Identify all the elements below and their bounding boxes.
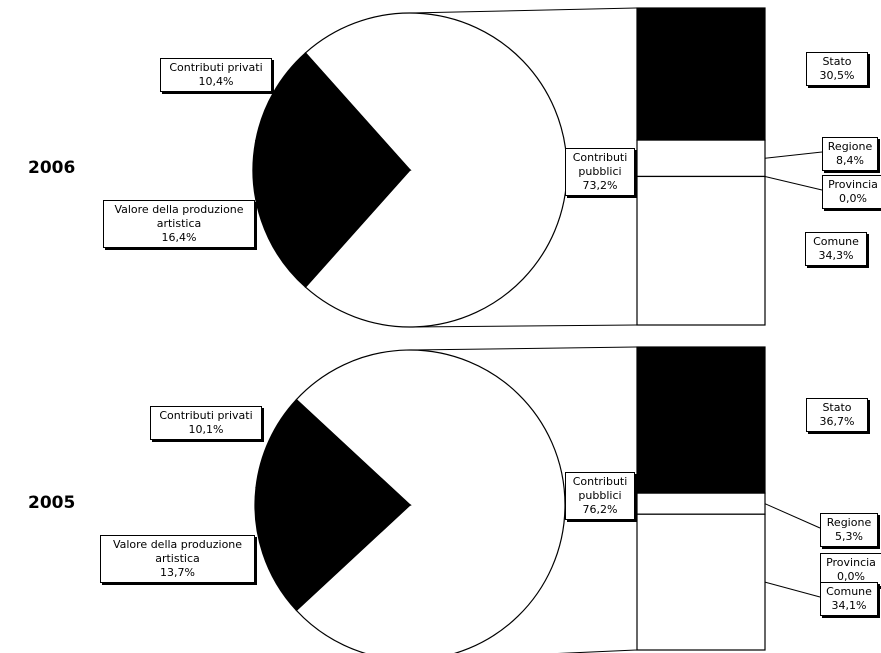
data-label: Comune 34,1% [820, 582, 878, 616]
bar-segment [636, 7, 766, 141]
pie-slice [255, 398, 412, 506]
label-value: 73,2% [582, 179, 618, 192]
label-value: 10,4% [198, 75, 234, 88]
label-value: 10,1% [188, 423, 224, 436]
bar-segment [636, 346, 766, 494]
label-value: 34,1% [831, 599, 867, 612]
data-label: Provincia 0,0% [820, 553, 881, 587]
label-value: 76,2% [582, 503, 618, 516]
label-value: 30,5% [819, 69, 855, 82]
connector [409, 346, 638, 351]
bar-segment [636, 139, 766, 178]
label-name: Provincia [826, 556, 876, 569]
data-label: Contributi pubblici 76,2% [565, 472, 635, 520]
label-value: 16,4% [161, 231, 197, 244]
label-value: 34,3% [818, 249, 854, 262]
data-label: Contributi privati 10,4% [160, 58, 272, 92]
label-name: Comune [813, 235, 859, 248]
data-label: Stato 30,5% [806, 52, 868, 86]
data-label: Contributi pubblici 73,2% [565, 148, 635, 196]
connector [557, 649, 638, 653]
label-value: 8,4% [836, 154, 864, 167]
leader-line [764, 175, 823, 191]
label-name: Contributi pubblici [572, 151, 628, 178]
label-name: Regione [826, 516, 872, 529]
data-label: Regione 8,4% [822, 137, 878, 171]
label-name: Valore della produzione artistica [112, 538, 243, 565]
label-value: 13,7% [160, 566, 195, 579]
bar-segment [636, 513, 766, 651]
leader-line [764, 151, 823, 159]
label-name: Stato [822, 55, 852, 68]
label-value: 0,0% [839, 192, 867, 205]
bar-segment [636, 492, 766, 515]
label-name: Regione [827, 140, 873, 153]
label-value: 0,0% [837, 570, 865, 583]
label-name: Stato [822, 401, 852, 414]
data-label: Valore della produzione artistica 13,7% [100, 535, 255, 583]
label-name: Provincia [828, 178, 878, 191]
bar-segment [636, 175, 766, 326]
pie-slice [252, 139, 412, 288]
data-label: Regione 5,3% [820, 513, 878, 547]
label-name: Valore della produzione artistica [114, 203, 244, 230]
label-value: 5,3% [835, 530, 863, 543]
year-label: 2006 [28, 158, 76, 178]
data-label: Contributi privati 10,1% [150, 406, 262, 440]
data-label: Provincia 0,0% [822, 175, 881, 209]
pie-slice [254, 486, 412, 612]
label-name: Comune [826, 585, 872, 598]
pie-slice [255, 52, 412, 171]
data-label: Comune 34,3% [805, 232, 867, 266]
label-name: Contributi pubblici [572, 475, 628, 502]
connector [409, 7, 638, 14]
year-label: 2005 [28, 493, 76, 513]
data-label: Stato 36,7% [806, 398, 868, 432]
connector [409, 324, 638, 328]
leader-line [764, 581, 821, 598]
label-name: Contributi privati [159, 409, 253, 422]
label-name: Contributi privati [169, 61, 263, 74]
label-value: 36,7% [819, 415, 855, 428]
data-label: Valore della produzione artistica 16,4% [103, 200, 255, 248]
pie-slice [295, 349, 566, 653]
leader-line [764, 503, 821, 529]
